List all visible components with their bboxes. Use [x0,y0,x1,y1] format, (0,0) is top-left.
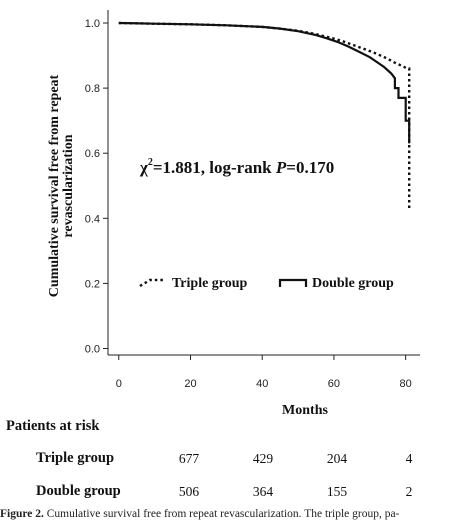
legend: Triple group Double group [139,276,394,291]
x-tick-label: 80 [400,378,412,390]
series-line-triple [118,21,411,209]
risk-cell: 2 [405,484,413,499]
y-tick-label: 0.2 [85,278,100,290]
y-tick-label: 0.8 [85,83,100,95]
stat-p: P [275,158,287,177]
x-tick-label: 40 [256,378,268,390]
figure-caption: Figure 2. Cumulative survival free from … [0,508,474,522]
y-axis-label-line2: revascularization [61,134,76,237]
legend-label-triple: Triple group [172,276,248,291]
risk-row-label-triple: Triple group [36,450,115,466]
stat-rest: =1.881, log-rank [153,158,276,177]
stat-pval: =0.170 [286,158,334,177]
risk-table-title: Patients at risk [6,418,100,434]
caption-text: Cumulative survival free from repeat rev… [46,508,400,520]
stat-annotation: χ2=1.881, log-rank P=0.170 [139,157,334,177]
y-tick-label: 0.6 [85,148,100,160]
x-axis-label: Months [282,403,328,418]
y-tick-label: 0.0 [85,343,100,355]
y-axis-label-line1: Cumulative survival free from repeat [47,74,62,297]
x-tick-label: 60 [328,378,340,390]
x-ticks: 0 20 40 60 80 [116,355,412,390]
x-tick-label: 20 [184,378,196,390]
series-line-double [118,21,411,144]
stat-sup: 2 [148,157,153,168]
y-tick-label: 1.0 [85,18,100,30]
legend-swatch-double [278,278,308,287]
stat-chi: χ [139,158,148,177]
risk-cell: 4 [405,451,413,466]
legend-label-double: Double group [312,276,394,291]
x-tick-label: 0 [116,378,122,390]
risk-cell: 677 [178,451,200,466]
legend-swatch-triple [139,278,164,288]
series-layer [118,21,411,209]
caption-label: Figure 2. [0,508,44,520]
y-axis-label: Cumulative survival free from repeat rev… [47,74,76,297]
risk-cell: 429 [252,451,274,466]
risk-cell: 506 [178,484,200,499]
risk-cell: 155 [326,484,348,499]
risk-cell: 364 [252,484,274,499]
risk-cell: 204 [326,451,348,466]
y-ticks: 0.0 0.2 0.4 0.6 0.8 1.0 [85,18,108,355]
km-chart: Cumulative survival free from repeat rev… [47,10,420,418]
y-tick-label: 0.4 [85,213,100,225]
risk-row-label-double: Double group [36,483,121,499]
